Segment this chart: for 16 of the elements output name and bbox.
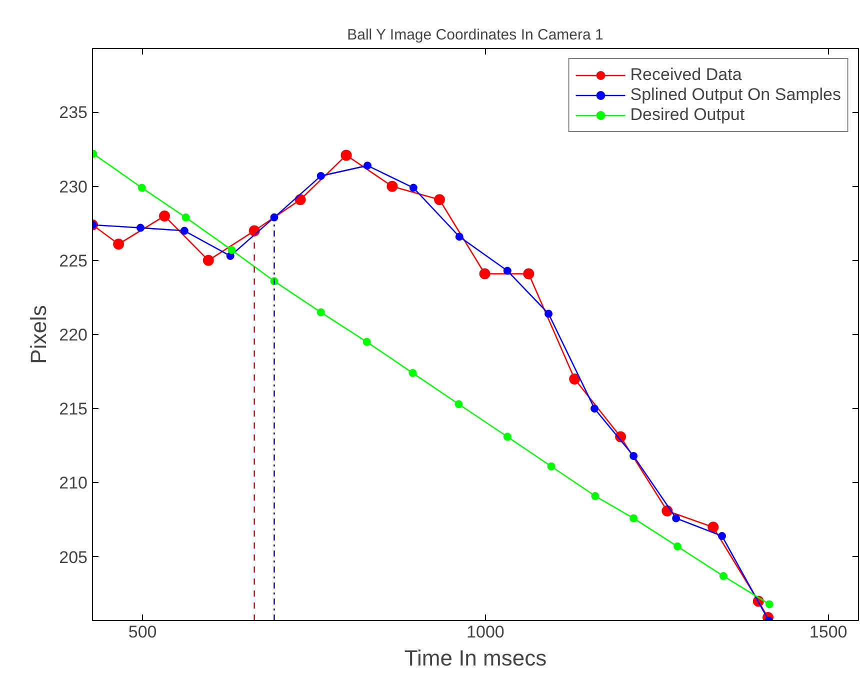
legend-label: Received Data: [630, 65, 742, 85]
x-axis-title: Time In msecs: [404, 646, 547, 670]
y-tick-label: 220: [59, 326, 88, 344]
x-tick-label: 500: [128, 622, 157, 642]
y-tick-label: 215: [59, 400, 88, 419]
x-tick-label: 1000: [466, 622, 504, 642]
legend-label: Desired Output: [630, 105, 745, 125]
y-tick-label: 235: [59, 103, 88, 122]
x-tick-label: 1500: [809, 622, 848, 642]
y-tick-label: 210: [59, 474, 88, 493]
y-tick-label: 230: [59, 177, 88, 196]
y-tick-label: 225: [59, 251, 88, 270]
y-axis-title: Pixels: [26, 305, 52, 364]
legend-label: Splined Output On Samples: [630, 85, 841, 105]
y-tick-label: 205: [59, 548, 88, 567]
chart-title: Ball Y Image Coordinates In Camera 1: [347, 26, 604, 44]
